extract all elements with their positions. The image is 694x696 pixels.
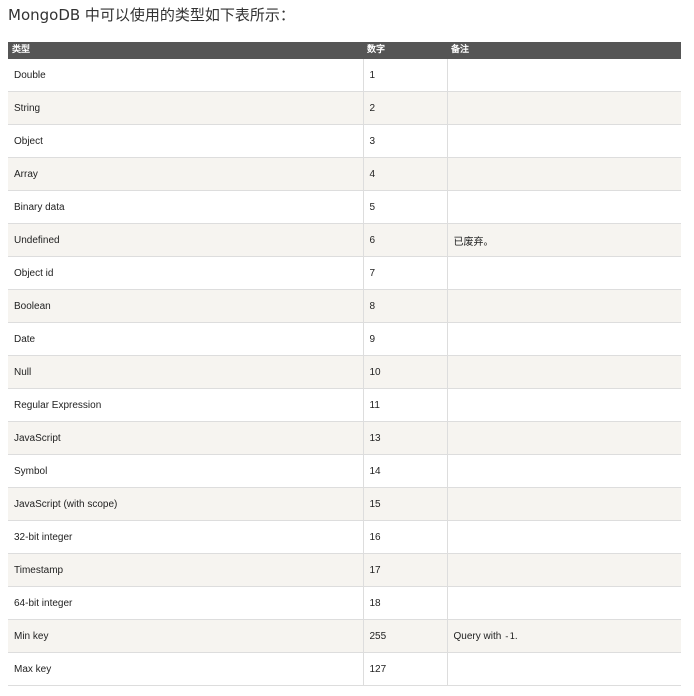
cell-note [447,91,681,125]
cell-note [447,520,681,554]
cell-number: 3 [363,124,448,158]
cell-type: Undefined [8,223,364,257]
cell-number: 6 [363,223,448,257]
table-row: Max key 127 [8,652,681,686]
cell-note [447,322,681,356]
cell-note [447,157,681,191]
table-row: 32-bit integer 16 [8,520,681,554]
types-table: 类型 数字 备注 Double 1 String 2 Object 3 Array 4 Bina… [8,42,681,686]
cell-note [447,487,681,521]
cell-note [447,256,681,290]
cell-note [447,553,681,587]
cell-type: Array [8,157,364,191]
table-row: Binary data 5 [8,190,681,224]
table-row: Regular Expression 11 [8,388,681,422]
cell-note [447,190,681,224]
table-row: JavaScript 13 [8,421,681,455]
cell-note [447,652,681,686]
cell-number: 127 [363,652,448,686]
header-type: 类型 [8,42,363,59]
cell-number: 5 [363,190,448,224]
cell-note: 已废弃。 [447,223,681,257]
note-suffix: . [514,630,518,642]
cell-note [447,355,681,389]
cell-number: 8 [363,289,448,323]
cell-type: Min key [8,619,364,653]
cell-type: Boolean [8,289,364,323]
table-body: Double 1 String 2 Object 3 Array 4 Binary data 5 U… [8,59,681,686]
cell-number: 14 [363,454,448,488]
table-row: JavaScript (with scope) 15 [8,487,681,521]
cell-type: JavaScript (with scope) [8,487,364,521]
cell-note: Query with -1. [447,619,681,653]
cell-number: 11 [363,388,448,422]
table-row: Object 3 [8,124,681,158]
cell-note [447,289,681,323]
cell-type: Max key [8,652,364,686]
cell-number: 15 [363,487,448,521]
cell-number: 7 [363,256,448,290]
cell-type: String [8,91,364,125]
table-row: Boolean 8 [8,289,681,323]
table-row: Object id 7 [8,256,681,290]
cell-number: 16 [363,520,448,554]
cell-number: 255 [363,619,448,653]
cell-type: Regular Expression [8,388,364,422]
table-row: String 2 [8,91,681,125]
cell-number: 4 [363,157,448,191]
cell-type: Timestamp [8,553,364,587]
cell-note [447,454,681,488]
cell-note [447,421,681,455]
intro-text: MongoDB 中可以使用的类型如下表所示： [8,6,295,24]
cell-note [447,388,681,422]
header-row: 类型 数字 备注 [8,42,681,59]
cell-note [447,59,681,92]
cell-type: Double [8,59,364,92]
types-table-container: 类型 数字 备注 Double 1 String 2 Object 3 Array 4 Bina… [8,42,681,686]
cell-type: Symbol [8,454,364,488]
table-row: Null 10 [8,355,681,389]
table-row: 64-bit integer 18 [8,586,681,620]
cell-number: 9 [363,322,448,356]
table-header: 类型 数字 备注 [8,42,681,59]
table-row: Undefined 6 已废弃。 [8,223,681,257]
cell-number: 10 [363,355,448,389]
cell-type: 32-bit integer [8,520,364,554]
cell-type: 64-bit integer [8,586,364,620]
table-row: Array 4 [8,157,681,191]
cell-note [447,586,681,620]
table-row: Timestamp 17 [8,553,681,587]
table-row: Min key 255 Query with -1. [8,619,681,653]
cell-type: Binary data [8,190,364,224]
cell-number: 2 [363,91,448,125]
table-row: Date 9 [8,322,681,356]
cell-number: 18 [363,586,448,620]
cell-type: Object id [8,256,364,290]
table-row: Double 1 [8,59,681,92]
table-row: Symbol 14 [8,454,681,488]
cell-type: Object [8,124,364,158]
header-note: 备注 [447,42,681,59]
cell-number: 13 [363,421,448,455]
cell-number: 17 [363,553,448,587]
cell-note [447,124,681,158]
cell-type: Null [8,355,364,389]
note-code: -1 [504,631,515,642]
cell-type: Date [8,322,364,356]
cell-number: 1 [363,59,448,92]
note-text: Query with [453,630,505,642]
header-number: 数字 [363,42,447,59]
cell-type: JavaScript [8,421,364,455]
